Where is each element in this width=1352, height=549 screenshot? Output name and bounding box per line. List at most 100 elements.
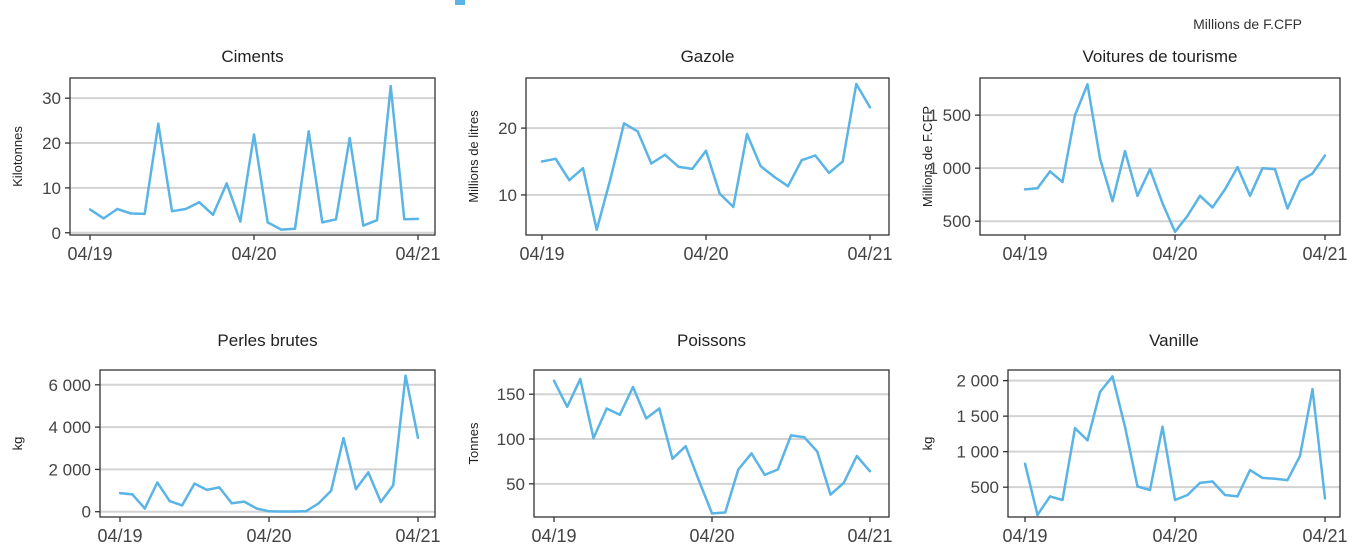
data-point bbox=[710, 512, 714, 515]
data-point bbox=[723, 511, 727, 514]
data-point bbox=[737, 468, 740, 471]
data-point bbox=[631, 385, 635, 389]
data-point bbox=[180, 504, 184, 507]
data-point bbox=[88, 208, 92, 211]
data-point bbox=[1323, 497, 1327, 500]
data-point bbox=[568, 179, 571, 182]
y-tick-label: 100 bbox=[497, 430, 525, 449]
x-tick-label: 04/20 bbox=[246, 526, 291, 546]
chart-panel: 500 1 000 1 500 04/19 04/20 04/21 Voitures de … bbox=[920, 47, 1348, 264]
plot-frame bbox=[69, 77, 436, 236]
chart-title: Perles brutes bbox=[217, 331, 317, 350]
data-point bbox=[745, 132, 749, 136]
data-point bbox=[1261, 476, 1264, 480]
data-point bbox=[684, 444, 687, 448]
data-point bbox=[1211, 480, 1214, 483]
data-point bbox=[1298, 454, 1302, 458]
data-point bbox=[1148, 488, 1152, 492]
data-point bbox=[1061, 498, 1064, 502]
data-point bbox=[868, 470, 872, 473]
data-point bbox=[1123, 425, 1127, 429]
chart-panel: 0 10 20 30 04/19 04/20 04/21 Ciments Kilotonnes bbox=[10, 47, 441, 264]
data-point bbox=[842, 481, 845, 485]
data-point bbox=[552, 379, 556, 382]
data-point bbox=[1098, 390, 1102, 394]
data-point bbox=[354, 487, 358, 491]
data-point bbox=[305, 509, 308, 513]
data-point bbox=[1123, 149, 1127, 153]
chart-panel: 10 20 04/19 04/20 04/21 Gazole Millions de lit… bbox=[466, 47, 893, 264]
y-tick-label: 50 bbox=[506, 475, 525, 494]
data-point bbox=[704, 149, 708, 153]
chart-title: Poissons bbox=[677, 331, 746, 350]
data-point bbox=[1173, 498, 1177, 502]
data-point bbox=[367, 471, 370, 474]
data-point bbox=[1223, 493, 1227, 497]
units-note: Millions de F.CFP bbox=[1193, 16, 1302, 32]
data-point bbox=[1211, 206, 1214, 209]
chart-title: Vanille bbox=[1149, 331, 1199, 350]
y-tick-label: 0 bbox=[82, 503, 91, 522]
data-point bbox=[605, 407, 608, 410]
data-point bbox=[802, 436, 806, 439]
data-point bbox=[1161, 425, 1164, 429]
data-point bbox=[170, 210, 174, 213]
data-point bbox=[280, 228, 283, 231]
x-tick-label: 04/21 bbox=[847, 244, 892, 264]
y-axis-label: kg bbox=[920, 437, 935, 451]
data-point bbox=[1173, 230, 1177, 234]
top-accent-bar bbox=[455, 0, 465, 5]
data-point bbox=[1073, 427, 1077, 430]
data-point bbox=[348, 136, 351, 140]
data-point bbox=[1086, 439, 1089, 442]
data-point bbox=[671, 457, 674, 460]
data-point bbox=[786, 185, 790, 188]
x-tick-label: 04/19 bbox=[1002, 244, 1047, 264]
data-point bbox=[759, 164, 762, 168]
data-point bbox=[658, 407, 661, 410]
data-point bbox=[663, 153, 667, 157]
y-axis-label: Tonnes bbox=[466, 422, 481, 464]
data-point bbox=[868, 106, 872, 109]
data-point bbox=[242, 500, 246, 503]
data-point bbox=[218, 486, 221, 489]
data-point bbox=[1111, 199, 1114, 203]
data-point bbox=[1323, 154, 1327, 157]
data-point bbox=[1073, 113, 1077, 117]
data-point bbox=[416, 436, 420, 440]
data-point bbox=[143, 507, 147, 510]
data-point bbox=[581, 166, 585, 170]
y-axis-label: Kilotonnes bbox=[10, 126, 25, 187]
y-tick-label: 10 bbox=[498, 186, 517, 205]
data-point bbox=[1023, 462, 1027, 465]
data-point bbox=[157, 122, 160, 125]
data-point bbox=[789, 434, 793, 437]
y-tick-label: 1 000 bbox=[956, 443, 999, 462]
series-line bbox=[541, 82, 872, 231]
data-point bbox=[184, 207, 187, 211]
data-point bbox=[102, 217, 105, 220]
data-point bbox=[1198, 194, 1202, 197]
data-point bbox=[225, 182, 228, 185]
data-point bbox=[644, 417, 648, 420]
data-point bbox=[677, 165, 680, 169]
data-point bbox=[389, 84, 392, 88]
data-point bbox=[255, 507, 258, 510]
data-point bbox=[1161, 201, 1164, 205]
data-point bbox=[307, 130, 310, 133]
data-point bbox=[618, 413, 622, 417]
data-point bbox=[118, 491, 122, 495]
y-axis-label: kg bbox=[10, 437, 25, 451]
plot-frame bbox=[533, 369, 890, 518]
data-point bbox=[143, 212, 146, 216]
data-point bbox=[1286, 207, 1289, 210]
series-line bbox=[1023, 375, 1327, 517]
y-tick-label: 1 500 bbox=[956, 407, 999, 426]
y-tick-label: 20 bbox=[42, 134, 61, 153]
data-point bbox=[1198, 481, 1202, 485]
data-point bbox=[198, 201, 201, 204]
series-line bbox=[119, 374, 420, 513]
x-tick-label: 04/19 bbox=[67, 244, 112, 264]
data-point bbox=[230, 502, 233, 505]
